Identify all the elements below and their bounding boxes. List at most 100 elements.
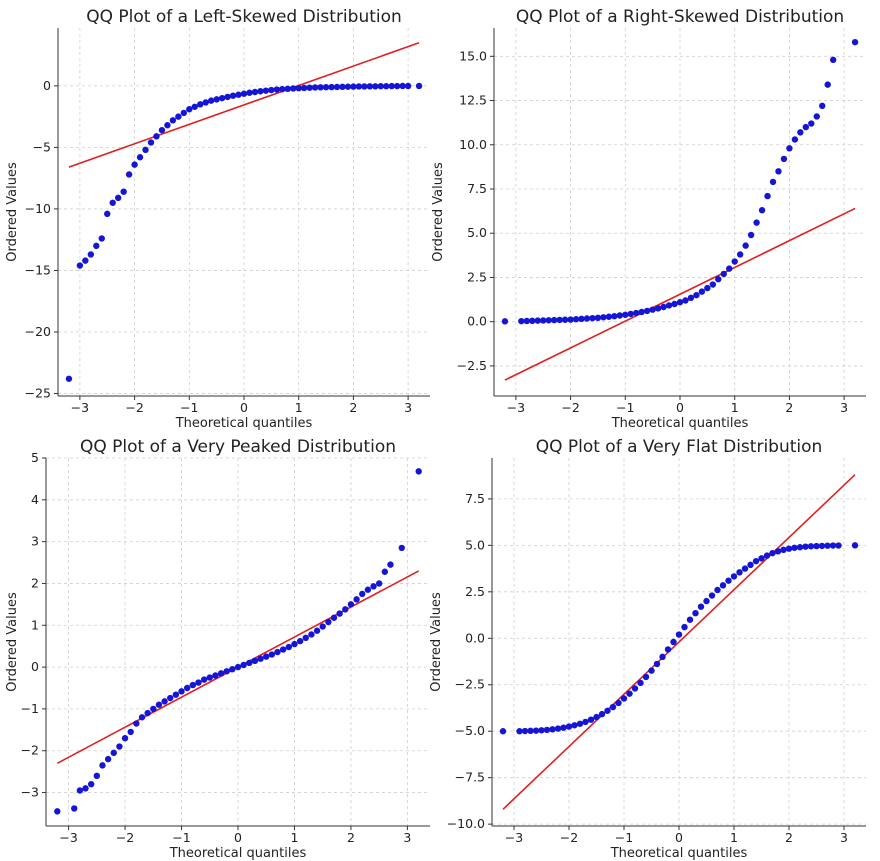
data-point — [747, 561, 754, 569]
x-tick-label: −2 — [561, 400, 579, 415]
data-point — [246, 659, 253, 667]
x-tick-label: −1 — [172, 830, 190, 845]
data-point — [753, 219, 760, 226]
y-tick-label: −15 — [25, 262, 51, 277]
data-point — [704, 284, 711, 292]
data-point — [355, 83, 363, 90]
data-point — [121, 734, 129, 742]
reference-line — [504, 207, 856, 381]
data-point — [627, 310, 634, 318]
data-point — [191, 103, 198, 110]
x-tick-label: 3 — [840, 830, 848, 845]
data-point — [381, 568, 389, 575]
data-point — [158, 126, 166, 134]
data-point — [183, 684, 191, 692]
data-point — [648, 667, 655, 674]
data-point — [263, 653, 270, 660]
data-point — [808, 120, 815, 127]
data-point — [676, 299, 684, 306]
y-tick-label: 2 — [31, 575, 39, 590]
data-point — [554, 725, 562, 732]
data-point — [76, 262, 84, 269]
data-point — [87, 251, 95, 258]
data-point — [388, 82, 395, 90]
data-point — [698, 288, 706, 295]
data-point — [285, 643, 293, 651]
data-point — [714, 586, 721, 594]
panel-right-skewed: QQ Plot of a Right-Skewed Distribution T… — [431, 7, 866, 431]
data-point — [347, 601, 355, 608]
grid-lines — [492, 458, 866, 826]
x-tick-label: −3 — [71, 400, 89, 415]
chart-title: QQ Plot of a Very Flat Distribution — [536, 437, 823, 457]
y-tick-label: −25 — [25, 386, 51, 401]
data-point — [583, 315, 591, 322]
data-point — [631, 685, 639, 692]
data-point — [501, 318, 509, 325]
panel-very-flat: QQ Plot of a Very Flat Distribution Theo… — [429, 437, 866, 861]
data-point — [353, 596, 360, 603]
data-point — [274, 648, 281, 656]
fit-line — [68, 42, 420, 168]
data-point — [251, 88, 259, 96]
data-point — [136, 154, 144, 161]
data-point — [197, 101, 204, 108]
fit-line — [504, 207, 856, 381]
data-point — [273, 86, 281, 93]
x-tick-label: 3 — [840, 400, 848, 415]
data-point — [290, 85, 297, 92]
y-tick-label: 7.5 — [465, 491, 485, 506]
data-point — [775, 168, 782, 175]
data-point — [302, 634, 309, 642]
data-point — [361, 83, 368, 90]
data-point — [223, 668, 230, 675]
grid-lines — [58, 28, 430, 396]
axis-spines — [45, 458, 430, 827]
data-point — [330, 614, 338, 621]
data-point — [726, 265, 733, 272]
chart-title: QQ Plot of a Right-Skewed Distribution — [516, 7, 844, 27]
grid-lines — [494, 28, 866, 396]
data-point — [313, 627, 321, 634]
data-point — [797, 129, 804, 136]
data-point — [742, 242, 749, 249]
data-point — [736, 569, 743, 576]
data-point — [813, 113, 820, 120]
data-point — [344, 83, 352, 90]
data-point — [415, 468, 422, 475]
data-point — [543, 726, 551, 734]
data-point — [415, 82, 423, 90]
data-point — [664, 646, 672, 653]
data-point — [229, 665, 236, 673]
y-tick-label: 4 — [31, 492, 39, 507]
y-tick-label: 7.5 — [467, 181, 487, 196]
y-tick-label: 1 — [31, 617, 39, 632]
axis-spines — [57, 28, 430, 397]
data-point — [370, 583, 377, 590]
data-point — [538, 727, 545, 734]
data-point — [175, 113, 182, 120]
data-point — [594, 314, 602, 321]
data-point — [818, 542, 826, 550]
x-tick-label: 2 — [347, 830, 355, 845]
x-tick-label: 1 — [295, 400, 303, 415]
data-point — [796, 544, 804, 551]
panel-left-skewed: QQ Plot of a Left-Skewed Distribution Th… — [5, 7, 430, 431]
data-point — [161, 698, 168, 705]
data-point — [660, 303, 667, 311]
axis-ticks: −3 −2 −1 0 1 2 3−25−20−15−10−50 — [25, 78, 412, 415]
data-point — [172, 691, 180, 698]
data-point — [682, 297, 689, 304]
y-axis-label: Ordered Values — [5, 592, 20, 692]
data-point — [114, 194, 122, 202]
data-point — [785, 545, 793, 552]
y-tick-label: 0.0 — [465, 630, 485, 645]
data-point — [807, 543, 815, 550]
x-tick-label: −3 — [507, 400, 525, 415]
data-point — [82, 785, 89, 792]
x-tick-label: 2 — [785, 400, 793, 415]
data-point — [731, 258, 738, 265]
data-point — [240, 90, 248, 97]
data-point — [687, 294, 695, 302]
data-point — [319, 623, 326, 630]
